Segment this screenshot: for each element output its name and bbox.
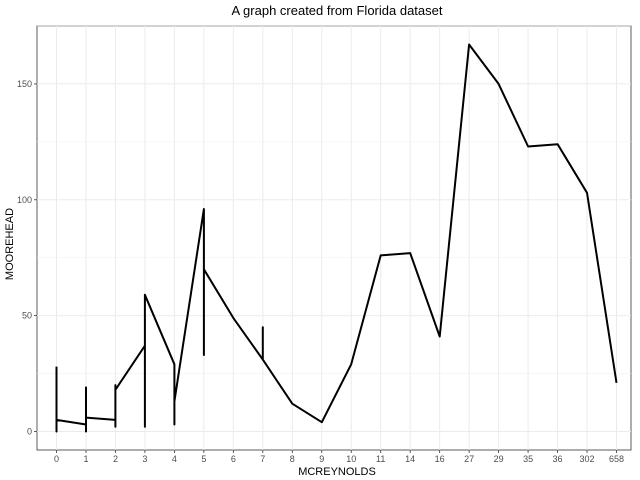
chart-title: A graph created from Florida dataset	[231, 3, 442, 18]
x-tick-label: 0	[54, 454, 59, 464]
x-tick-label: 5	[201, 454, 206, 464]
x-tick-label: 14	[405, 454, 415, 464]
x-tick-label: 6	[231, 454, 236, 464]
x-tick-label: 35	[523, 454, 533, 464]
x-tick-label: 4	[172, 454, 177, 464]
x-tick-label: 36	[553, 454, 563, 464]
series-layer	[55, 43, 618, 433]
y-tick-label: 0	[27, 426, 32, 436]
x-tick-label: 10	[346, 454, 356, 464]
x-tick-label: 29	[494, 454, 504, 464]
x-tick-label: 2	[113, 454, 118, 464]
y-tick-label: 100	[17, 195, 32, 205]
y-axis-label: MOOREHEAD	[4, 208, 16, 280]
x-tick-label: 9	[319, 454, 324, 464]
y-tick-label: 150	[17, 79, 32, 89]
minor-gridlines	[37, 25, 631, 374]
x-tick-label: 7	[260, 454, 265, 464]
x-tick-label: 3	[142, 454, 147, 464]
x-tick-label: 658	[609, 454, 624, 464]
x-tick-label: 302	[580, 454, 595, 464]
x-tick-label: 1	[83, 454, 88, 464]
series-line	[55, 43, 618, 433]
x-tick-label: 27	[464, 454, 474, 464]
x-tick-label: 11	[376, 454, 385, 464]
y-tick-label: 50	[22, 311, 32, 321]
x-axis: 0 1 2 3 4 5 6 7 8 9 10 11 14 16 27 29 35 36 302 658	[54, 450, 624, 464]
x-axis-label: MCREYNOLDS	[298, 466, 376, 478]
x-tick-label: 8	[290, 454, 295, 464]
y-axis: 0 50 100 150	[17, 79, 37, 436]
x-tick-label: 16	[435, 454, 445, 464]
plot-panel	[36, 25, 632, 451]
